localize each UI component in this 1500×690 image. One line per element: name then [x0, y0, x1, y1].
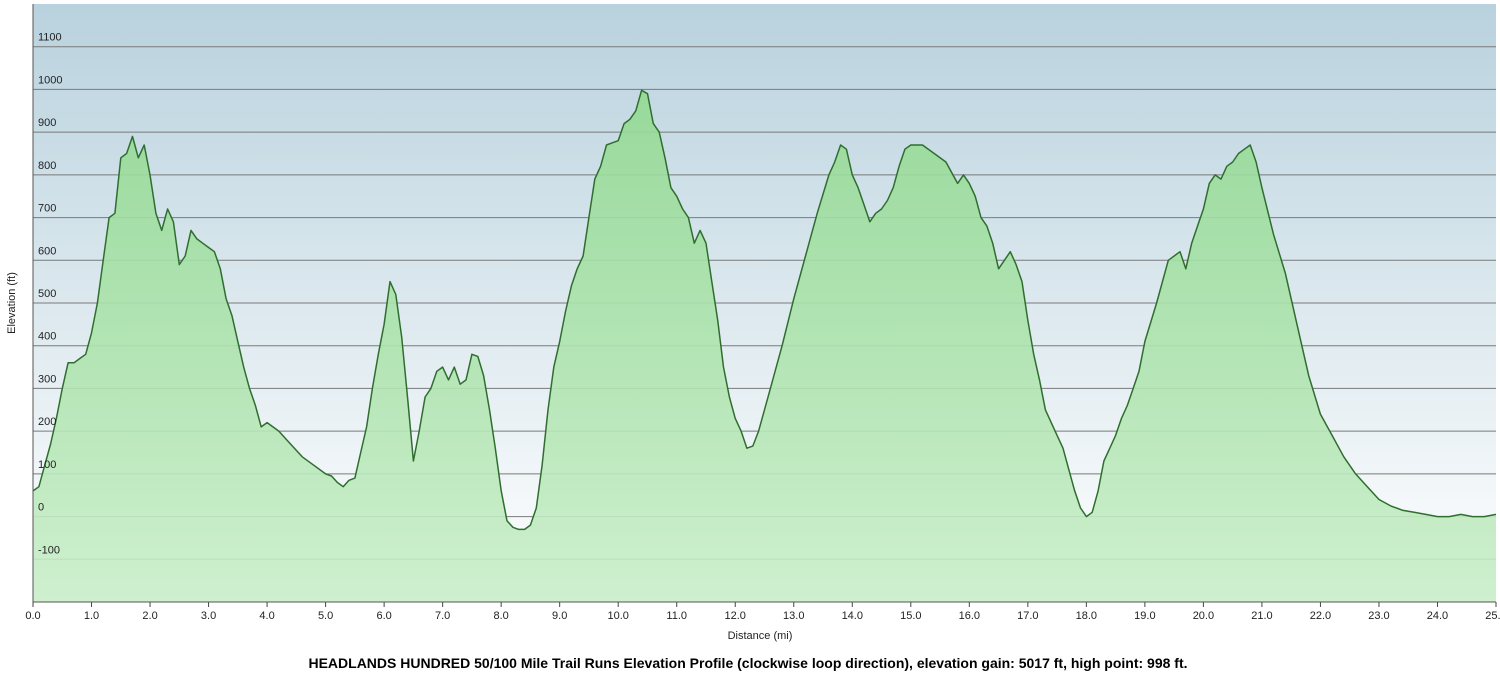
x-tick-label: 7.0: [435, 610, 450, 622]
y-tick-label: 500: [38, 288, 56, 300]
x-tick-label: 1.0: [84, 610, 99, 622]
x-tick-label: 25.0: [1485, 610, 1500, 622]
x-tick-label: 21.0: [1251, 610, 1272, 622]
y-tick-label: 200: [38, 416, 56, 428]
y-tick-label: 1100: [38, 32, 62, 44]
x-tick-label: 0.0: [25, 610, 40, 622]
y-tick-label: 700: [38, 203, 56, 215]
y-tick-label: 100: [38, 459, 56, 471]
elevation-area: [33, 90, 1496, 603]
x-tick-label: 20.0: [1193, 610, 1214, 622]
x-tick-label: 10.0: [607, 610, 628, 622]
x-tick-label: 3.0: [201, 610, 216, 622]
y-tick-label: 400: [38, 331, 56, 343]
x-tick-label: 16.0: [959, 610, 980, 622]
x-tick-label: 12.0: [725, 610, 746, 622]
x-tick-label: 18.0: [1076, 610, 1097, 622]
x-tick-label: 4.0: [259, 610, 274, 622]
x-tick-label: 17.0: [1017, 610, 1038, 622]
y-tick-label: -100: [38, 544, 60, 556]
x-tick-label: 2.0: [142, 610, 157, 622]
x-tick-label: 13.0: [783, 610, 804, 622]
x-tick-label: 14.0: [842, 610, 863, 622]
y-axis-label: Elevation (ft): [6, 272, 18, 334]
y-tick-label: 800: [38, 160, 56, 172]
y-tick-label: 300: [38, 373, 56, 385]
y-tick-label: 0: [38, 502, 44, 514]
x-tick-label: 11.0: [666, 610, 687, 622]
x-tick-label: 22.0: [1310, 610, 1331, 622]
y-tick-label: 600: [38, 245, 56, 257]
x-tick-label: 23.0: [1368, 610, 1389, 622]
x-tick-label: 19.0: [1134, 610, 1155, 622]
x-tick-label: 5.0: [318, 610, 333, 622]
x-tick-label: 8.0: [494, 610, 509, 622]
x-tick-label: 24.0: [1427, 610, 1448, 622]
x-tick-label: 9.0: [552, 610, 567, 622]
x-axis-label: Distance (mi): [728, 630, 793, 642]
y-tick-label: 900: [38, 117, 56, 129]
x-tick-label: 15.0: [900, 610, 921, 622]
x-tick-label: 6.0: [376, 610, 391, 622]
y-tick-label: 1000: [38, 74, 62, 86]
elevation-line: [32, 89, 1497, 531]
chart-title: HEADLANDS HUNDRED 50/100 Mile Trail Runs…: [308, 655, 1187, 671]
